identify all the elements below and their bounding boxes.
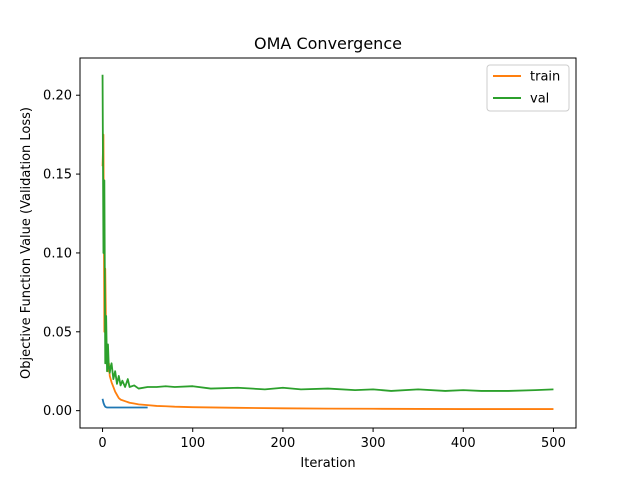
x-tick-label: 500 bbox=[541, 436, 566, 451]
y-axis-ticks: 0.00 0.05 0.10 0.15 0.20 bbox=[43, 89, 80, 419]
chart-title: OMA Convergence bbox=[254, 34, 402, 53]
y-axis-label: Objective Function Value (Validation Los… bbox=[19, 107, 34, 379]
plot-frame bbox=[79, 57, 577, 429]
legend-label-train: train bbox=[530, 70, 560, 85]
y-tick-label: 0.15 bbox=[43, 168, 72, 183]
x-axis-label: Iteration bbox=[300, 456, 355, 471]
legend-label-val: val bbox=[530, 92, 549, 107]
x-tick-label: 400 bbox=[451, 436, 476, 451]
y-tick-label: 0.10 bbox=[43, 246, 72, 261]
x-tick-label: 200 bbox=[270, 436, 295, 451]
series-line-series-1 bbox=[101, 398, 148, 409]
legend: train val bbox=[486, 64, 570, 112]
plot-area bbox=[101, 74, 554, 410]
x-axis-ticks: 0 100 200 300 400 500 bbox=[98, 428, 566, 451]
x-tick-label: 0 bbox=[98, 436, 106, 451]
y-tick-label: 0.05 bbox=[43, 325, 72, 340]
y-tick-label: 0.00 bbox=[43, 404, 72, 419]
x-tick-label: 100 bbox=[180, 436, 205, 451]
x-tick-label: 300 bbox=[361, 436, 386, 451]
series-line-val bbox=[101, 74, 554, 392]
y-tick-label: 0.20 bbox=[43, 89, 72, 104]
